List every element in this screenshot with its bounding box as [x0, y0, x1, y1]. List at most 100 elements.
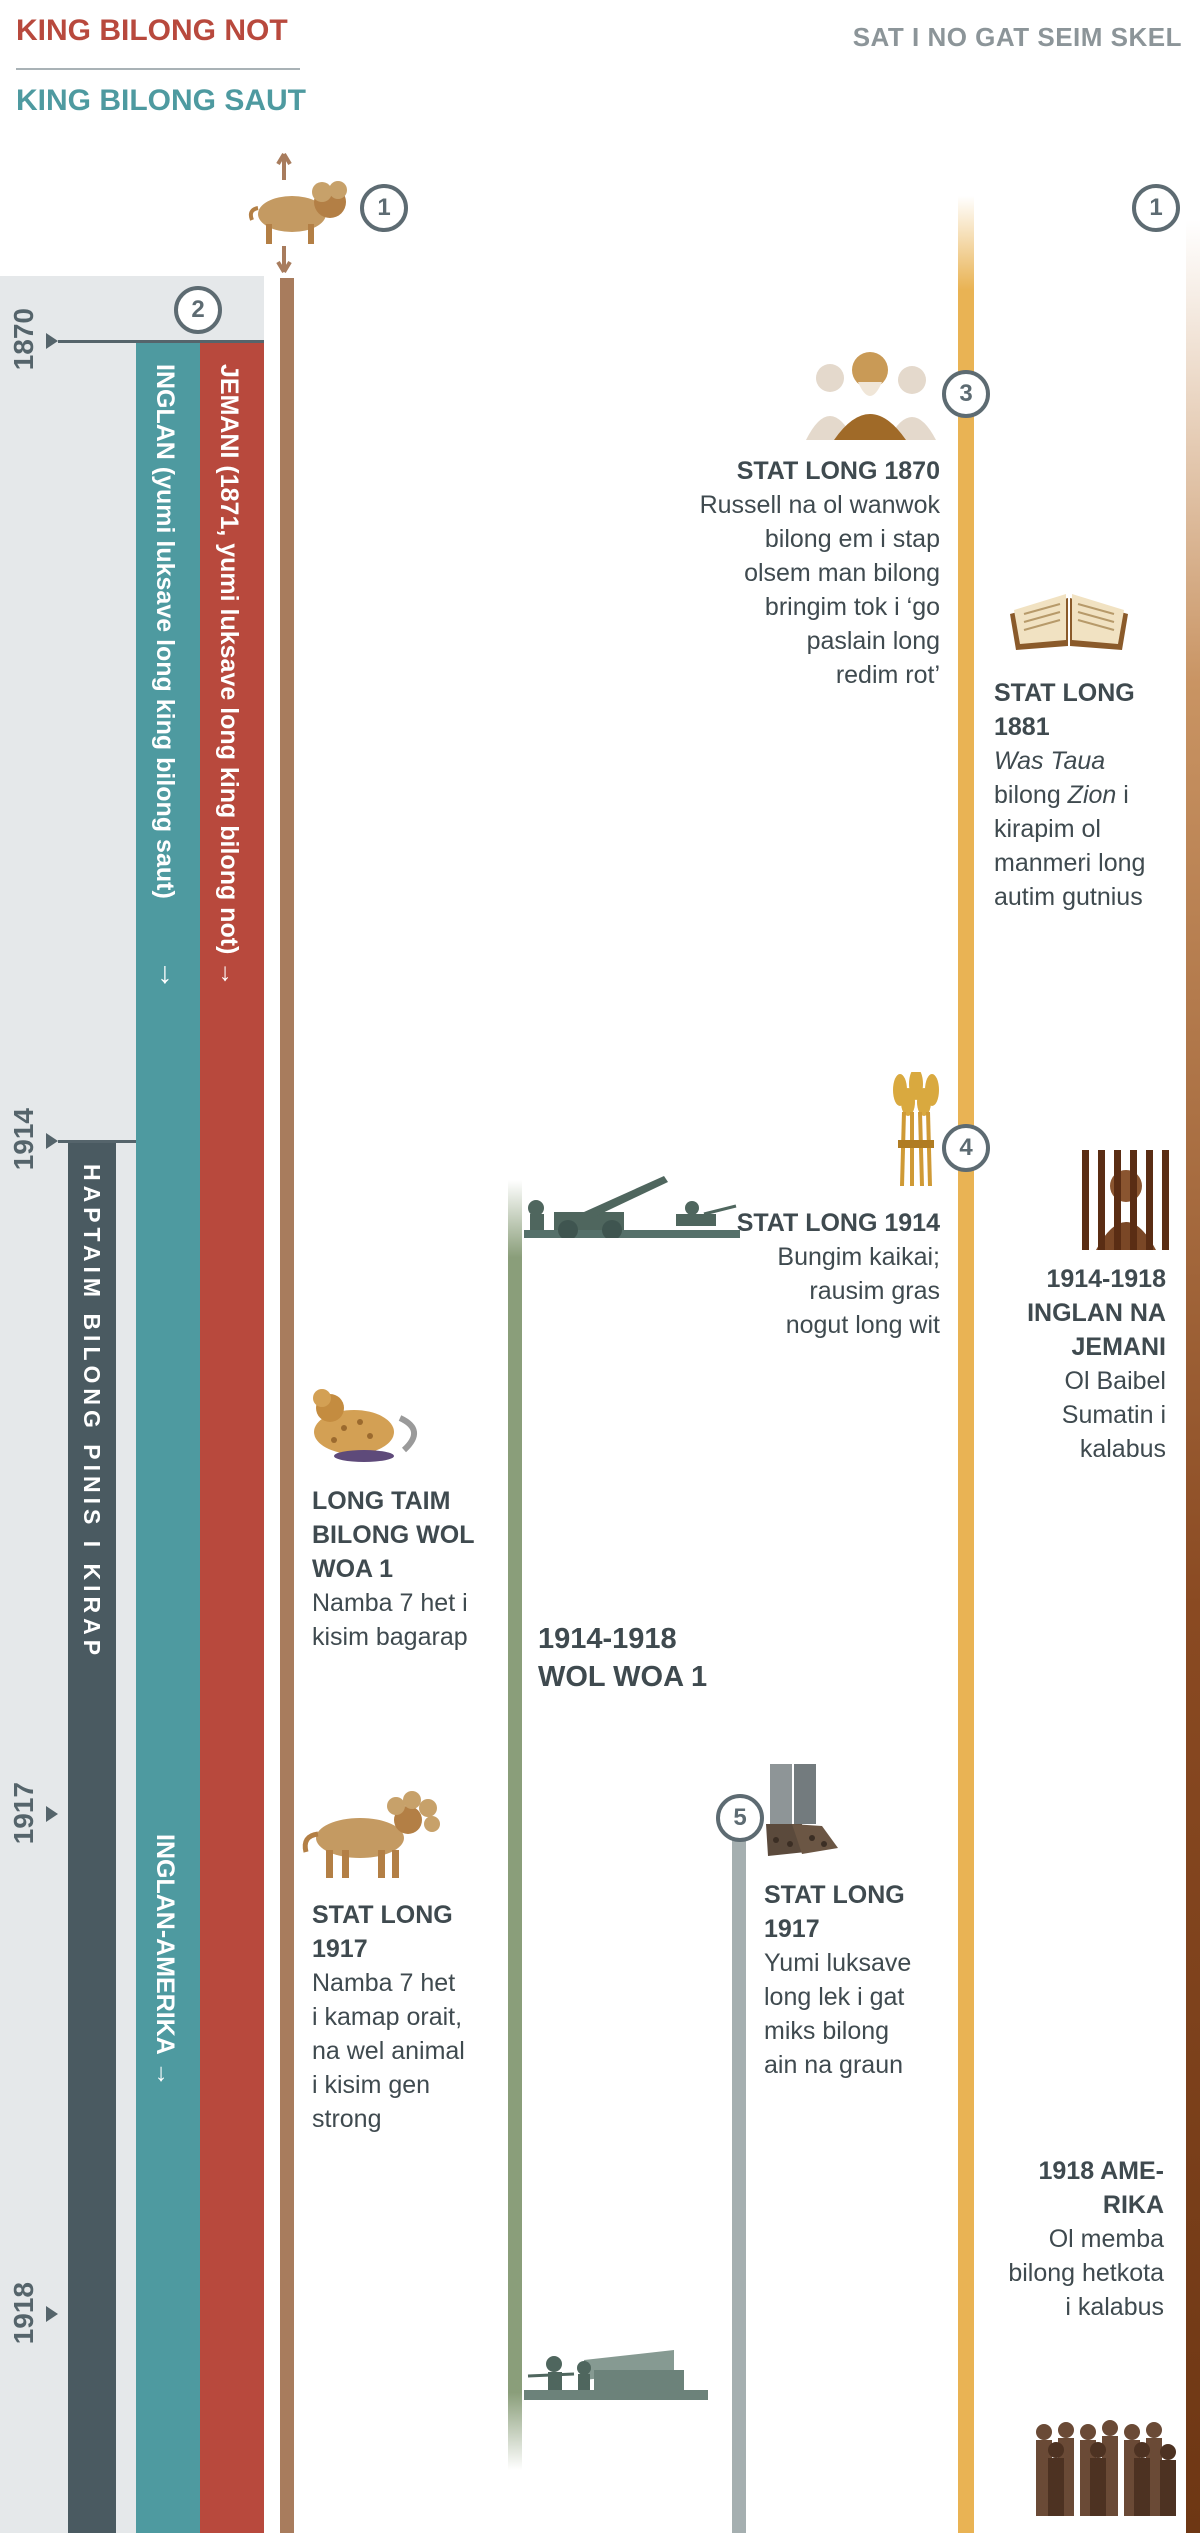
inglan-bar — [136, 342, 200, 2533]
event-longtaim-title1: LONG TAIM — [312, 1487, 451, 1515]
year-1914: 1914 — [8, 1108, 39, 1171]
ww1-bar — [508, 1180, 522, 2470]
event-1914: STAT LONG 1914 Bungim kaikai; rausim gra… — [690, 1206, 940, 1342]
inglan-text: INGLAN (yumi luksave long king bilong sa… — [151, 364, 179, 899]
inglan-amerika-label: INGLAN-AMERIKA → — [150, 1834, 179, 2087]
prison-bars-icon — [1080, 1150, 1172, 1250]
marker-1-right: 1 — [1132, 184, 1180, 232]
event-beast1917: STAT LONG 1917 Namba 7 het i kamap orait… — [312, 1898, 502, 2136]
event-longtaim-title2: BILONG WOL — [312, 1521, 475, 1549]
beast-timeline-bar — [280, 278, 294, 2533]
event-1870-line6: redim rot’ — [835, 661, 940, 689]
event-1914-line2: rausim gras — [809, 1277, 940, 1305]
legend-king-south: KING BILONG SAUT — [16, 84, 306, 117]
bible-students-bar — [1186, 220, 1200, 2533]
event-1881-title2: 1881 — [994, 713, 1050, 741]
event-am1918-title2: RIKA — [1102, 2191, 1164, 2219]
event-1881-title1: STAT LONG — [994, 679, 1135, 707]
event-ig-line2: Sumatin i — [1061, 1401, 1166, 1429]
event-longtaim-title3: WOA 1 — [312, 1555, 394, 1583]
event-1870-line5: paslain long — [806, 627, 940, 655]
inglan-amerika-arrow: → — [151, 2061, 179, 2087]
marker-2: 2 — [174, 286, 222, 334]
event-am1918: 1918 AME- RIKA Ol memba bilong hetkota i… — [960, 2154, 1164, 2324]
event-ig-title1: 1914-1918 — [1046, 1265, 1166, 1293]
event-1914-1918-ig: 1914-1918 INGLAN NA JEMANI Ol Baibel Sum… — [970, 1262, 1166, 1466]
soldiers-cannon-icon-2 — [524, 2330, 708, 2400]
event-ig-line1: Ol Baibel — [1064, 1367, 1166, 1395]
wounded-beast-icon — [304, 1378, 428, 1468]
event-ww1-title1: 1914-1918 — [538, 1623, 677, 1655]
event-longtaim-line1: Namba 7 het i — [312, 1589, 468, 1617]
event-longtaim: LONG TAIM BILONG WOL WOA 1 Namba 7 het i… — [312, 1484, 502, 1654]
event-feet1917-line2: long lek i gat — [764, 1983, 905, 2011]
haptaim-label: HAPTAIM BILONG PINIS I KIRAP — [79, 1164, 105, 1661]
event-feet1917-title1: STAT LONG — [764, 1881, 905, 1909]
open-bible-icon — [1004, 584, 1134, 654]
event-1870-line4: bringim tok i ‘go — [764, 593, 940, 621]
gold-bar — [958, 196, 974, 2533]
inglan-label: INGLAN (yumi luksave long king bilong sa… — [150, 364, 179, 899]
prisoners-group-icon — [1030, 2416, 1180, 2516]
year-1917-pointer — [46, 1806, 58, 1822]
event-1870: STAT LONG 1870 Russell na ol wanwok bilo… — [640, 454, 940, 692]
event-1881-line3: kirapim ol — [994, 815, 1101, 843]
event-1870-line3: olsem man bilong — [744, 559, 940, 587]
event-beast1917-line3: na wel animal — [312, 2037, 465, 2065]
zion-name: Zion — [1067, 781, 1117, 809]
event-1870-line2: bilong em i stap — [764, 525, 940, 553]
event-am1918-line3: i kalabus — [1065, 2293, 1164, 2321]
year-1870-pointer — [46, 333, 58, 349]
year-1870-line — [58, 340, 264, 343]
event-am1918-line1: Ol memba — [1048, 2225, 1164, 2253]
event-beast1917-title1: STAT LONG — [312, 1901, 453, 1929]
event-1870-title: STAT LONG 1870 — [736, 457, 940, 485]
jemani-label: JEMANI (1871, yumi luksave long king bil… — [214, 364, 243, 986]
marker-4: 4 — [942, 1124, 990, 1172]
watchtower-name: Was Taua — [994, 747, 1106, 775]
event-beast1917-line4: i kisim gen — [312, 2071, 431, 2099]
event-1881-line5: autim gutnius — [994, 883, 1143, 911]
jemani-arrow: → — [215, 961, 243, 987]
event-1881-line4: manmeri long — [994, 849, 1146, 877]
event-1881-text1: bilong — [994, 781, 1068, 809]
event-beast1917-line1: Namba 7 het — [312, 1969, 456, 1997]
marker-1-left: 1 — [360, 184, 408, 232]
jemani-text: JEMANI (1871, yumi luksave long king bil… — [215, 364, 243, 955]
event-1914-line1: Bungim kaikai; — [777, 1243, 940, 1271]
year-1914-line — [58, 1140, 136, 1143]
event-beast1917-line2: i kamap orait, — [312, 2003, 463, 2031]
year-1917: 1917 — [8, 1782, 39, 1845]
event-feet1917: STAT LONG 1917 Yumi luksave long lek i g… — [764, 1878, 944, 2082]
iron-clay-feet-icon — [762, 1764, 842, 1860]
year-1870: 1870 — [8, 308, 39, 371]
soldiers-cannon-icon — [524, 1168, 740, 1240]
event-feet1917-line4: ain na graun — [764, 2051, 904, 2079]
year-1914-pointer — [46, 1133, 58, 1149]
event-am1918-line2: bilong hetkota — [1008, 2259, 1164, 2287]
event-feet1917-line1: Yumi luksave — [764, 1949, 912, 1977]
event-feet1917-title2: 1917 — [764, 1915, 820, 1943]
marker-3: 3 — [942, 370, 990, 418]
healed-beast-icon — [296, 1782, 444, 1882]
event-beast1917-line5: strong — [312, 2105, 382, 2133]
russell-portrait-icon — [800, 340, 940, 440]
event-feet1917-line3: miks bilong — [764, 2017, 890, 2045]
event-1881: STAT LONG 1881 Was Taua bilong Zion i ki… — [994, 676, 1184, 914]
inglan-amerika-text: INGLAN-AMERIKA — [151, 1834, 179, 2055]
event-ww1: 1914-1918 WOL WOA 1 — [538, 1620, 738, 1696]
year-1918: 1918 — [8, 2282, 39, 2345]
event-am1918-title1: 1918 AME- — [1038, 2157, 1164, 2185]
year-1918-pointer — [46, 2306, 58, 2322]
event-1870-line1: Russell na ol wanwok — [699, 491, 940, 519]
wheat-sheaf-icon — [880, 1068, 950, 1188]
event-1914-line3: nogut long wit — [785, 1311, 940, 1339]
scale-note: SAT I NO GAT SEIM SKEL — [852, 22, 1182, 52]
event-1881-text2: i — [1116, 781, 1129, 809]
haptaim-bar — [68, 1140, 116, 2533]
legend-divider — [16, 68, 300, 70]
event-ig-title3: JEMANI — [1071, 1333, 1166, 1361]
jemani-bar — [200, 342, 264, 2533]
legend-king-north: KING BILONG NOT — [16, 14, 288, 47]
event-ig-line3: kalabus — [1079, 1435, 1166, 1463]
